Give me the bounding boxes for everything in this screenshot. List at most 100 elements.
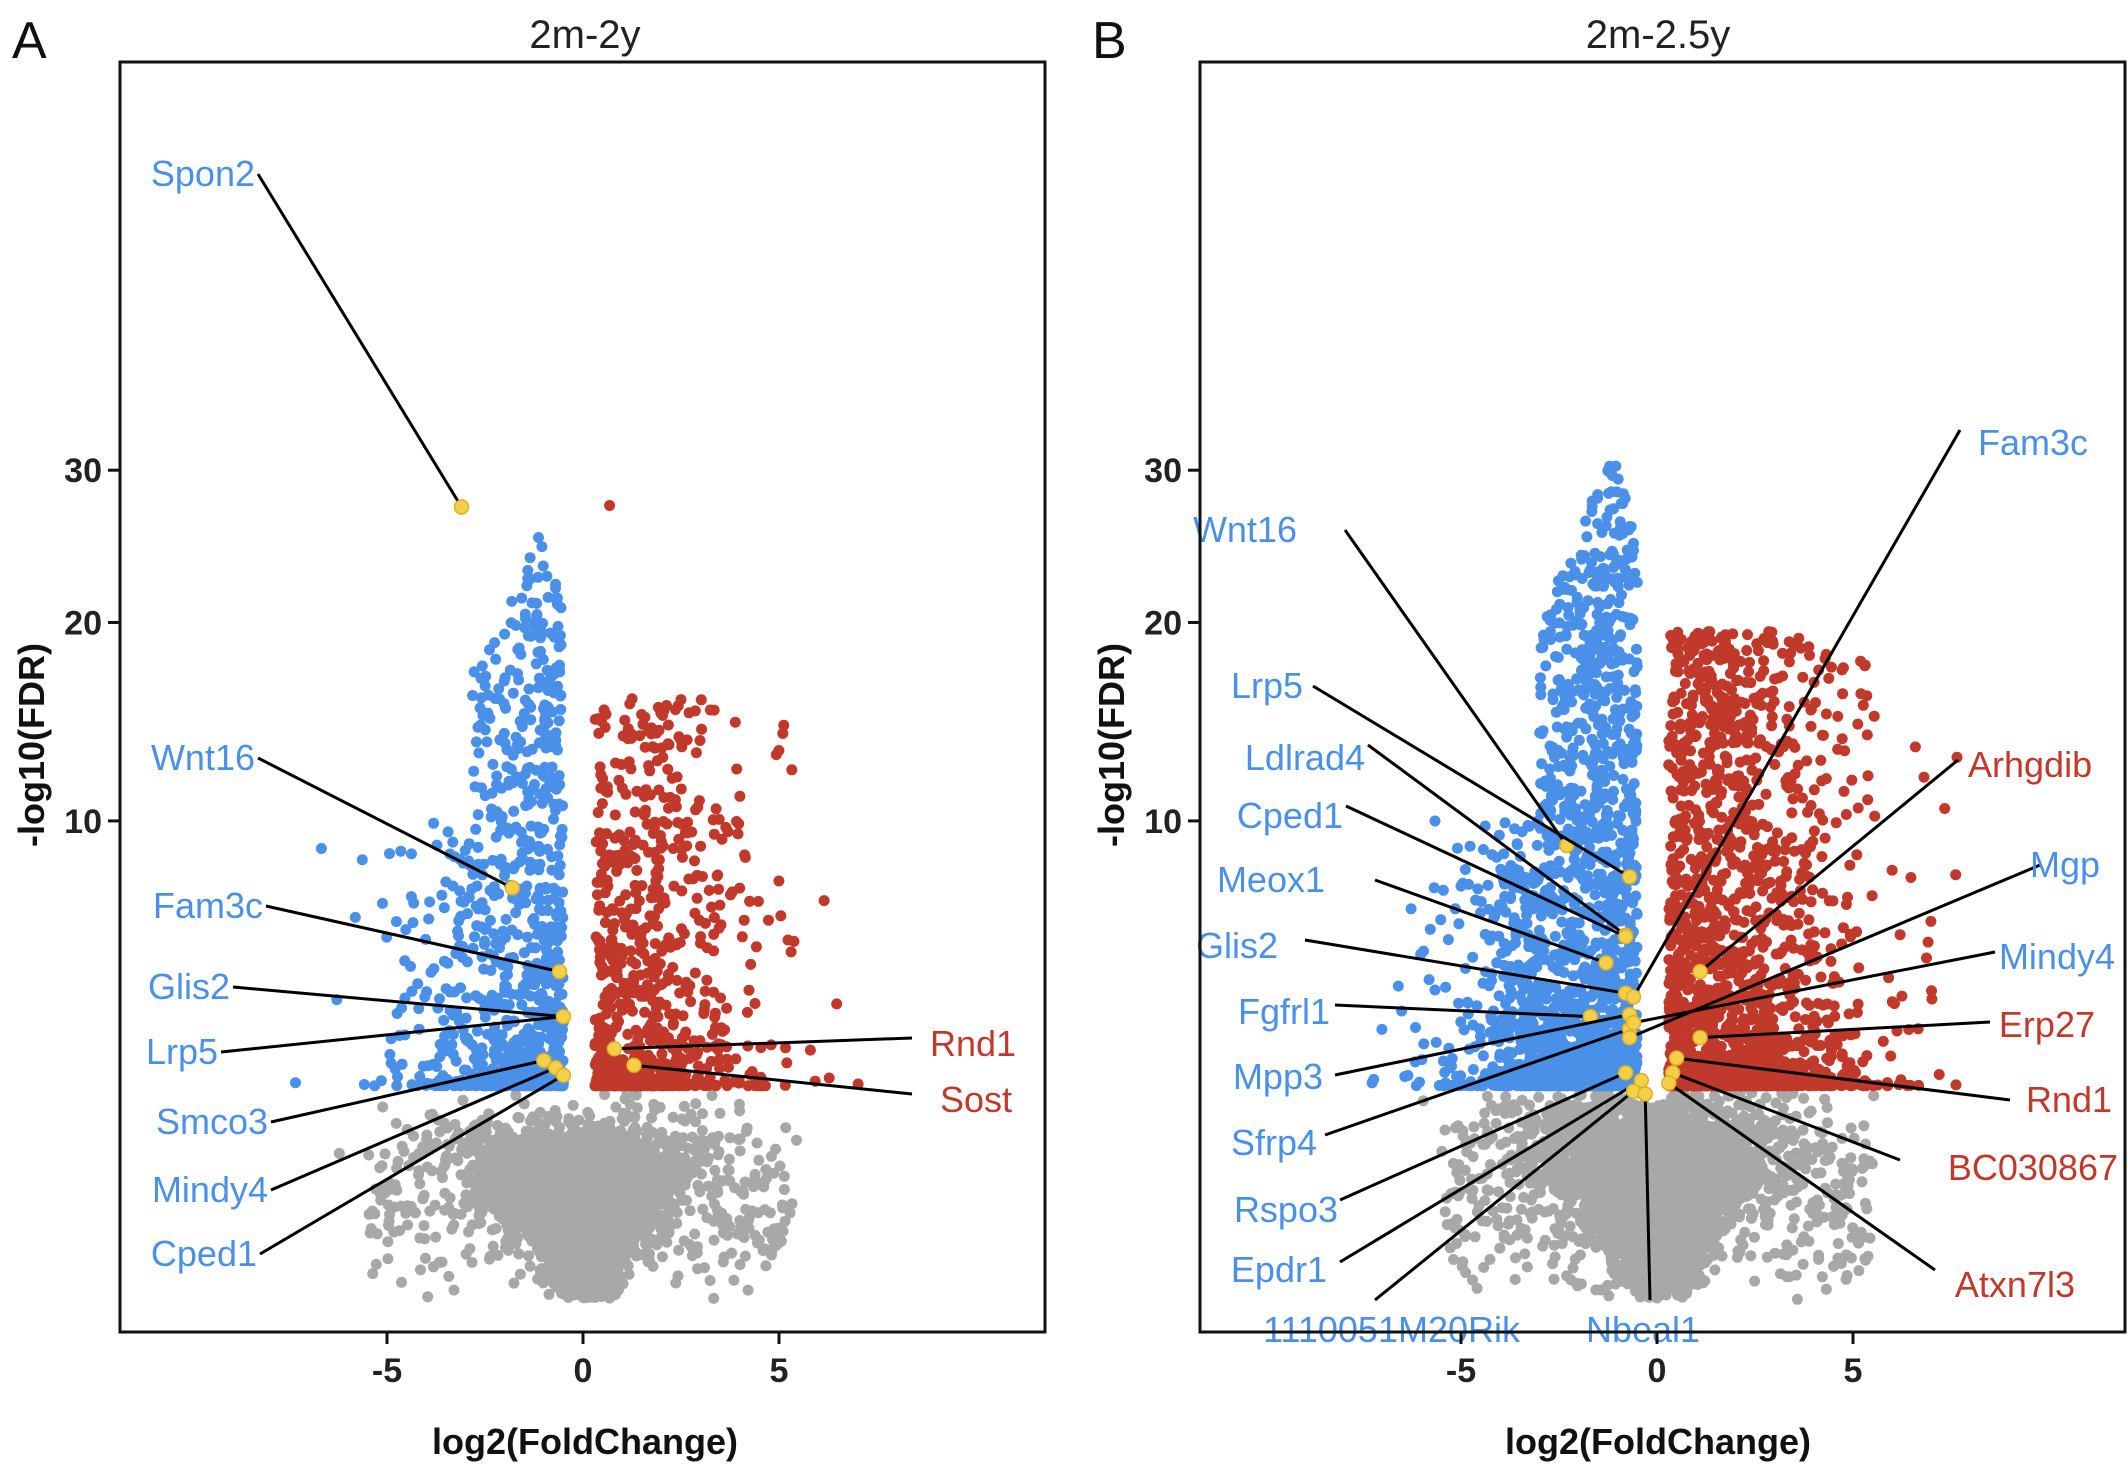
ns-point [513,1248,525,1260]
ns-point [689,1228,701,1240]
ns-point [564,1133,576,1145]
ns-point [758,1176,770,1188]
ns-point [523,1213,535,1225]
ns-point [734,1145,746,1157]
ns-point [714,1107,726,1119]
ns-point [514,1268,526,1280]
ns-point [709,1164,721,1176]
ns-point [647,1260,659,1272]
ns-point [474,1204,486,1216]
ns-point [759,1204,771,1216]
ns-point [640,1135,652,1146]
ns-point [709,1135,721,1147]
ns-point [441,1122,453,1134]
ns-point [377,1101,389,1113]
ns-point [464,1243,476,1255]
ns-point [692,1179,704,1191]
ns-point [408,1130,419,1142]
ns-point [691,1153,703,1165]
ns-point [655,1136,667,1147]
ns-point [717,1175,728,1187]
ns-point [480,1126,492,1138]
ns-point [780,1122,792,1134]
ns-point [742,1284,754,1296]
ns-point [501,1124,513,1136]
ns-point [738,1232,750,1243]
ns-point [776,1199,788,1211]
ns-point [723,1153,735,1165]
ns-point [389,1179,401,1191]
ns-point [760,1260,772,1272]
panel-a-plot-area: Spon2Wnt16Fam3cGlis2Lrp5Smco3Mindy4Cped1… [64,60,1047,1390]
ns-point [737,1185,749,1197]
ns-point [673,1244,685,1256]
ns-point [513,1198,525,1210]
ns-point [422,1291,434,1303]
ns-point [464,1143,476,1155]
ns-point [706,1090,718,1101]
ns-point [708,1234,720,1246]
ns-point [657,1179,669,1191]
ns-point [417,1193,429,1205]
ns-point [692,1263,703,1275]
ns-point [457,1094,469,1106]
ns-point [753,1154,765,1166]
ns-point [484,1250,496,1262]
ns-point [365,1223,377,1235]
ns-point [740,1203,752,1215]
ns-point [369,1208,381,1220]
ns-point [775,1235,787,1247]
ns-point [443,1270,455,1282]
ns-point [466,1257,478,1268]
panel-a-title: 2m-2y [529,13,640,57]
ns-point [418,1220,430,1232]
ns-point [333,1147,345,1159]
ns-point [424,1205,436,1217]
ns-point [684,1205,696,1217]
ns-point [768,1167,780,1179]
ns-point [430,1231,442,1243]
ns-point [690,1098,702,1110]
ns-point [523,1250,534,1262]
ns-point [508,1277,520,1289]
ns-point [704,1275,716,1286]
ns-point [567,1099,579,1111]
ns-point [624,1234,636,1246]
ns-point [623,1268,635,1280]
ns-point [629,1122,641,1134]
ns-point [443,1202,455,1213]
ns-point [670,1277,682,1289]
ns-point [487,1240,499,1252]
ns-point [684,1238,696,1250]
ns-point [500,1235,512,1247]
ns-point [582,1106,594,1118]
ns-point [394,1225,406,1237]
ns-point [490,1223,502,1234]
ns-point [383,1219,394,1231]
ns-point [413,1169,424,1181]
ns-point [786,1198,798,1210]
panel-a: A 2m-2y Spon2Wnt16Fam3cGlis2Lrp5Smco3Min… [11,12,1047,1462]
ns-point [778,1170,790,1182]
ns-point [708,1292,720,1304]
ns-point [636,1198,648,1210]
ns-point [698,1135,710,1147]
ns-point [466,1190,477,1202]
ns-point [751,1137,763,1149]
ns-point [448,1284,460,1296]
ns-point [656,1251,668,1263]
scatter-points [290,500,864,1304]
ns-point [669,1130,681,1142]
ns-point [723,1164,735,1176]
ns-point [419,1252,431,1264]
ns-point [641,1121,653,1133]
ns-point [639,1169,651,1181]
ns-point [513,1112,525,1124]
ns-point [675,1140,687,1152]
ns-point [706,1190,718,1202]
ns-point [379,1148,391,1160]
ns-point [676,1113,688,1125]
ns-point [419,1233,431,1245]
ns-point [717,1256,729,1268]
ns-point [664,1202,676,1214]
